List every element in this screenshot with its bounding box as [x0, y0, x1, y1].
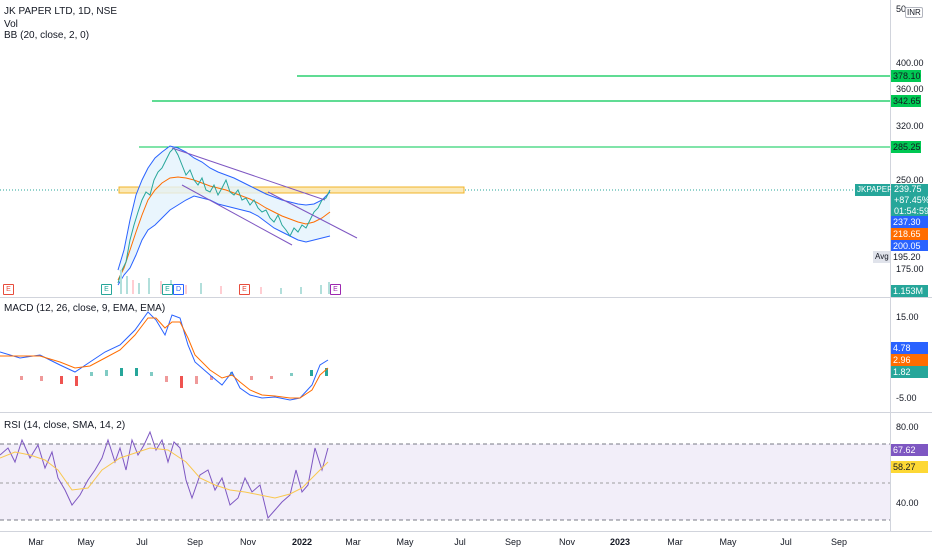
signal-line: [0, 317, 329, 399]
macd-value-tag: 4.78: [891, 342, 928, 354]
currency-label[interactable]: INR: [905, 7, 923, 18]
level-tag-342: 342.65: [891, 95, 921, 107]
avg-value: 195.20: [891, 251, 928, 263]
level-tag-285: 285.25: [891, 141, 921, 153]
price-series: [117, 147, 331, 284]
price-tick: 400.00: [896, 58, 924, 68]
resistance-zone: [118, 186, 465, 194]
earnings-badge[interactable]: E: [3, 284, 14, 295]
change-percent: +87.45%: [894, 195, 930, 205]
time-label: May: [77, 537, 95, 547]
pane-separator[interactable]: [0, 412, 932, 413]
avg-label: Avg: [873, 251, 890, 263]
channel-lower: [181, 184, 293, 246]
dividend-badge[interactable]: D: [173, 284, 184, 295]
pane-separator[interactable]: [0, 297, 932, 298]
time-label: Mar: [28, 537, 44, 547]
time-label: May: [396, 537, 414, 547]
volume-tag: 1.153M: [891, 285, 928, 297]
price-tick: 320.00: [896, 121, 924, 131]
bb-lower-line: [117, 195, 331, 286]
price-axis-separator: [890, 0, 891, 532]
histogram-value-tag: 1.82: [891, 366, 928, 378]
bb-basis-tag: 218.65: [891, 228, 928, 240]
price-tick: 50: [896, 4, 907, 14]
bb-upper-tag: 237.30: [891, 216, 928, 228]
signal-value-tag: 2.96: [891, 354, 928, 366]
rsi-tick: 80.00: [896, 422, 919, 432]
time-label: Jul: [136, 537, 148, 547]
time-label: Sep: [504, 537, 522, 547]
time-label: Sep: [830, 537, 848, 547]
bar-countdown: 01:54:59: [894, 206, 930, 216]
time-label: Jul: [454, 537, 466, 547]
macd-pane[interactable]: [0, 298, 890, 412]
bb-upper-line: [117, 145, 331, 271]
time-label: Jul: [780, 537, 792, 547]
macd-tick: -5.00: [896, 393, 917, 403]
macd-legend[interactable]: MACD (12, 26, close, 9, EMA, EMA): [4, 303, 166, 314]
time-label: Nov: [239, 537, 257, 547]
rsi-band: [0, 444, 890, 520]
time-label: Nov: [558, 537, 576, 547]
volume-bars: [120, 270, 330, 294]
time-label: Mar: [667, 537, 683, 547]
time-axis-separator: [0, 531, 932, 532]
time-label: Mar: [345, 537, 361, 547]
bb-legend[interactable]: BB (20, close, 2, 0): [4, 30, 90, 41]
rsi-value-tag: 67.62: [891, 444, 928, 456]
macd-line: [0, 311, 329, 401]
symbol-legend[interactable]: JK PAPER LTD, 1D, NSE: [4, 6, 117, 18]
rsi-sma-line: [0, 447, 329, 499]
macd-tick: 15.00: [896, 312, 919, 322]
earnings-badge[interactable]: E: [162, 284, 173, 295]
price-tick: 360.00: [896, 84, 924, 94]
bb-basis-line: [117, 176, 331, 281]
time-label: 2023: [609, 537, 631, 547]
symbol-title[interactable]: JK PAPER LTD, 1D, NSE: [4, 6, 117, 17]
time-label: 2022: [291, 537, 313, 547]
last-price: 239.75: [894, 184, 922, 194]
rsi-sma-tag: 58.27: [891, 461, 928, 473]
earnings-badge[interactable]: E: [101, 284, 112, 295]
rsi-legend[interactable]: RSI (14, close, SMA, 14, 2): [4, 420, 126, 431]
main-chart-pane[interactable]: [0, 0, 890, 297]
earnings-badge[interactable]: E: [330, 284, 341, 295]
channel-upper: [171, 147, 326, 201]
last-price-box: 239.75 +87.45% 01:54:59: [891, 184, 930, 218]
level-tag-378: 378.10: [891, 70, 921, 82]
time-label: May: [719, 537, 737, 547]
channel-line-extended: [267, 191, 358, 239]
vol-legend[interactable]: Vol: [4, 19, 18, 30]
symbol-name-tag: JKPAPER: [855, 184, 893, 196]
macd-histogram: [20, 368, 328, 388]
price-tick: 175.00: [896, 264, 924, 274]
time-label: Sep: [186, 537, 204, 547]
bb-lower-tag: 200.05: [891, 240, 928, 252]
price-tick: 250.00: [896, 175, 924, 185]
rsi-line: [0, 430, 329, 520]
rsi-tick: 40.00: [896, 498, 919, 508]
earnings-badge[interactable]: E: [239, 284, 250, 295]
